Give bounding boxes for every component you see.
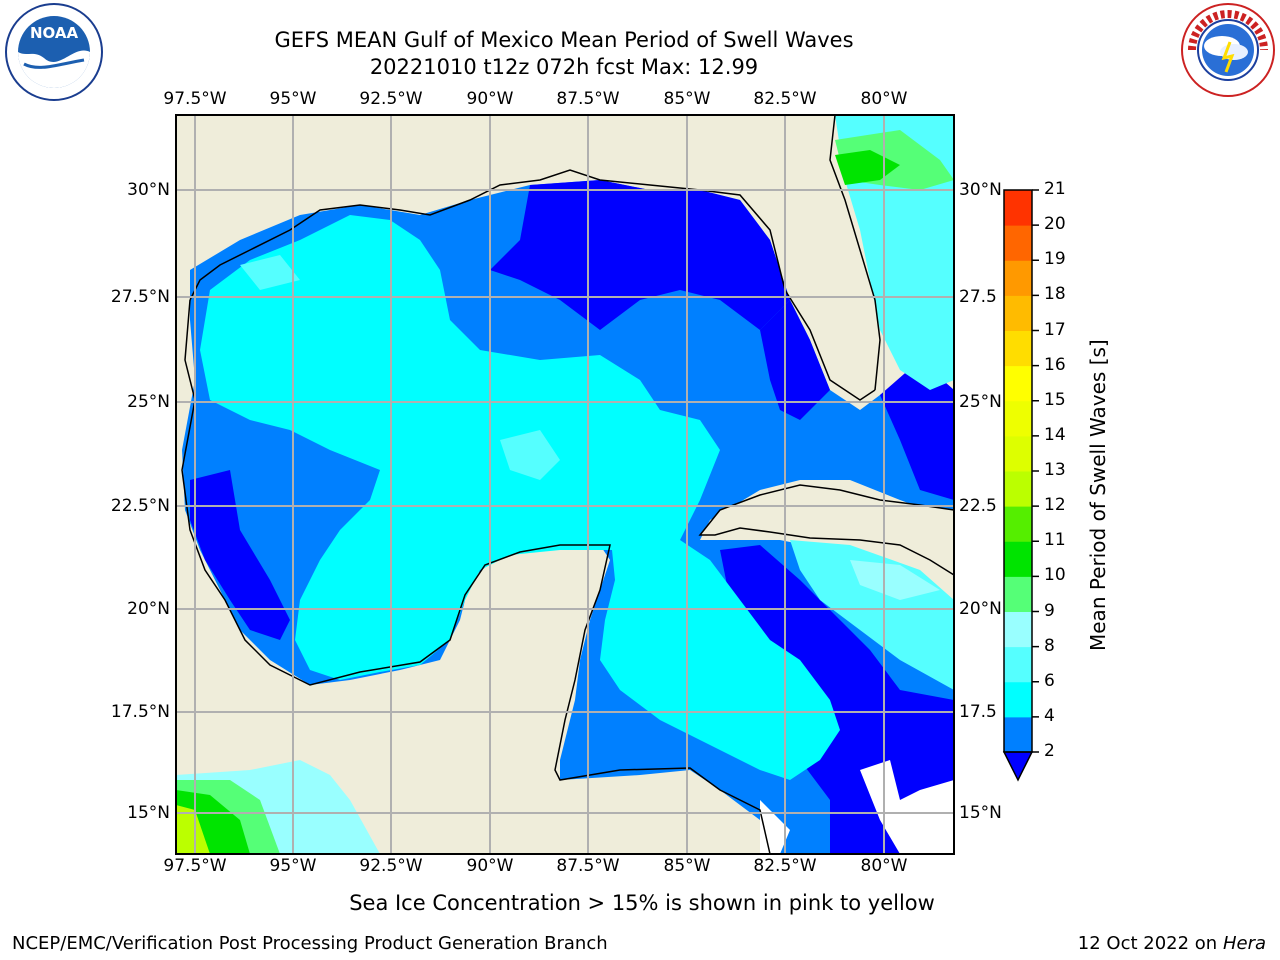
colorbar-tick-label: 15 bbox=[1044, 389, 1066, 410]
coastline-gulf bbox=[189, 169, 876, 401]
gulf-ocean-deep-blue-florida bbox=[880, 360, 954, 500]
lat-label-left: 30°N bbox=[127, 180, 170, 200]
colorbar-tick-label: 13 bbox=[1044, 460, 1066, 480]
chart-title: GEFS MEAN Gulf of Mexico Mean Period of … bbox=[274, 28, 854, 52]
colorbar-segment bbox=[1004, 295, 1032, 331]
colorbar-segment bbox=[1004, 646, 1032, 683]
colorbar-segment bbox=[1004, 681, 1032, 718]
colorbar-tick-label: 17 bbox=[1044, 319, 1066, 340]
lat-label-right: 25°N bbox=[959, 392, 1002, 412]
colorbar-tick-label: 20 bbox=[1044, 214, 1066, 235]
colorbar-segment bbox=[1004, 400, 1032, 437]
coastline-mexico bbox=[181, 299, 771, 854]
colorbar-segment bbox=[1004, 190, 1032, 226]
gulf-light-cyan-1 bbox=[500, 430, 560, 480]
caribbean-pale-cyan bbox=[850, 560, 940, 600]
lon-label-top: 95°W bbox=[269, 89, 317, 109]
lat-label-right: 30°N bbox=[959, 180, 1002, 200]
colorbar-segment bbox=[1004, 716, 1032, 753]
lon-label-bottom: 95°W bbox=[269, 856, 317, 876]
colorbar-segment bbox=[1004, 260, 1032, 296]
lon-label-top: 92.5°W bbox=[359, 89, 423, 109]
lon-label-top: 82.5°W bbox=[753, 89, 817, 109]
colorbar-tick-label: 19 bbox=[1044, 249, 1066, 270]
colorbar-tick-label: 21 bbox=[1044, 179, 1066, 199]
lat-label-left: 22.5°N bbox=[110, 496, 170, 516]
footer-date: 12 Oct 2022 on Hera bbox=[1078, 933, 1266, 954]
gulf-ocean-cyan bbox=[200, 215, 840, 780]
lat-label-left: 15°N bbox=[127, 803, 170, 823]
colorbar bbox=[1002, 189, 1039, 782]
lat-label-right: 27.5 bbox=[959, 287, 997, 307]
map-gridlines bbox=[176, 115, 954, 854]
colorbar-tick-label: 10 bbox=[1044, 565, 1066, 586]
lon-label-bottom: 85°W bbox=[663, 856, 711, 876]
noaa-logo: NOAA bbox=[4, 2, 104, 102]
lat-label-left: 27.5°N bbox=[110, 287, 170, 307]
pacific-yellow-green bbox=[176, 805, 210, 854]
gulf-ocean-deep-blue-west bbox=[190, 470, 290, 640]
colorbar-segment bbox=[1004, 576, 1032, 612]
lon-label-bottom: 92.5°W bbox=[359, 856, 423, 876]
gulf-ocean-deep-blue-north bbox=[490, 180, 790, 330]
chart-subtitle: 20221010 t12z 072h fcst Max: 12.99 bbox=[369, 55, 759, 79]
noaa-logo-text: NOAA bbox=[30, 24, 79, 42]
nws-logo bbox=[1180, 2, 1276, 98]
colorbar-tick-label: 11 bbox=[1044, 530, 1066, 551]
lon-label-top: 85°W bbox=[663, 89, 711, 109]
lat-label-left: 25°N bbox=[127, 392, 170, 412]
lon-label-top: 97.5°W bbox=[163, 89, 227, 109]
colorbar-tick-label: 6 bbox=[1044, 670, 1055, 691]
colorbar-segment bbox=[1004, 611, 1032, 648]
colorbar-segment bbox=[1004, 506, 1032, 542]
caribbean-deep-blue bbox=[720, 545, 954, 854]
lat-label-left: 17.5°N bbox=[110, 702, 170, 722]
footer-branch: NCEP/EMC/Verification Post Processing Pr… bbox=[12, 933, 608, 954]
lat-label-right: 17.5 bbox=[959, 702, 997, 722]
colorbar-segment bbox=[1004, 365, 1032, 402]
sea-ice-note-text: Sea Ice Concentration > 15% is shown in … bbox=[349, 891, 935, 915]
lon-label-top: 87.5°W bbox=[556, 89, 620, 109]
colorbar-tick-label: 4 bbox=[1044, 705, 1055, 726]
footer-machine: Hera bbox=[1222, 933, 1266, 954]
colorbar-tick-label: 12 bbox=[1044, 495, 1066, 516]
colorbar-segment bbox=[1004, 330, 1032, 367]
colorbar-segment bbox=[1004, 225, 1032, 261]
footer-date-text: 12 Oct 2022 on bbox=[1077, 933, 1223, 954]
lat-label-right: 15°N bbox=[959, 803, 1002, 823]
lat-label-right: 20°N bbox=[959, 599, 1002, 619]
colorbar-tick-label: 9 bbox=[1044, 600, 1055, 621]
colorbar-tick-label: 18 bbox=[1044, 284, 1066, 305]
colorbar-label: Mean Period of Swell Waves [s] bbox=[1086, 339, 1110, 651]
gulf-ocean-deep-blue-east bbox=[760, 300, 830, 420]
map-frame bbox=[175, 114, 955, 855]
lon-label-bottom: 90°W bbox=[466, 856, 514, 876]
lat-label-right: 22.5 bbox=[959, 496, 997, 516]
colorbar-tick-label: 8 bbox=[1044, 635, 1055, 656]
lon-label-top: 90°W bbox=[466, 89, 514, 109]
colorbar-under-extend bbox=[1002, 751, 1034, 782]
colorbar-tick-label: 16 bbox=[1044, 354, 1066, 375]
colorbar-tick-label: 2 bbox=[1044, 741, 1055, 761]
lat-label-left: 20°N bbox=[127, 599, 170, 619]
gulf-light-cyan-2 bbox=[240, 255, 300, 290]
sea-ice-note: Sea Ice Concentration > 15% is shown in … bbox=[0, 891, 1280, 915]
colorbar-tick-label: 14 bbox=[1044, 424, 1066, 445]
lon-label-top: 80°W bbox=[860, 89, 908, 109]
coastline-florida-east bbox=[829, 115, 881, 391]
cuba-land bbox=[698, 484, 954, 576]
lon-label-bottom: 80°W bbox=[860, 856, 908, 876]
colorbar-segment bbox=[1004, 435, 1032, 472]
lon-label-bottom: 82.5°W bbox=[753, 856, 817, 876]
lon-label-bottom: 97.5°W bbox=[163, 856, 227, 876]
colorbar-segment bbox=[1004, 471, 1032, 507]
colorbar-segment bbox=[1004, 541, 1032, 577]
lon-label-bottom: 87.5°W bbox=[556, 856, 620, 876]
